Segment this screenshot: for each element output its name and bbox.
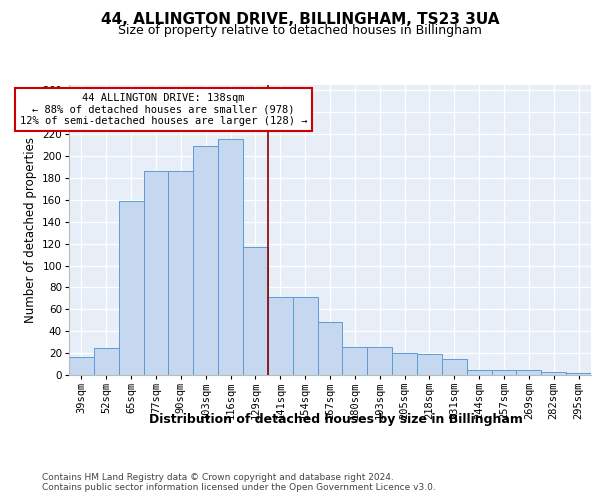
Bar [566,373,591,375]
Bar [343,346,367,375]
Text: Contains public sector information licensed under the Open Government Licence v3: Contains public sector information licen… [42,482,436,492]
Bar [243,247,268,375]
Bar [143,172,169,375]
Bar [119,201,143,375]
Bar [367,346,392,375]
Bar [193,146,218,375]
Text: 44 ALLINGTON DRIVE: 138sqm
← 88% of detached houses are smaller (978)
12% of sem: 44 ALLINGTON DRIVE: 138sqm ← 88% of deta… [20,92,307,126]
Bar [317,322,343,375]
Bar [442,358,467,375]
Bar [69,358,94,375]
Bar [293,298,317,375]
Bar [541,372,566,375]
Y-axis label: Number of detached properties: Number of detached properties [24,137,37,323]
Text: Contains HM Land Registry data © Crown copyright and database right 2024.: Contains HM Land Registry data © Crown c… [42,472,394,482]
Bar [268,298,293,375]
Bar [218,138,243,375]
Bar [392,353,417,375]
Text: Size of property relative to detached houses in Billingham: Size of property relative to detached ho… [118,24,482,37]
Bar [517,370,541,375]
Text: 44, ALLINGTON DRIVE, BILLINGHAM, TS23 3UA: 44, ALLINGTON DRIVE, BILLINGHAM, TS23 3U… [101,12,499,28]
Text: Distribution of detached houses by size in Billingham: Distribution of detached houses by size … [149,412,523,426]
Bar [467,370,491,375]
Bar [94,348,119,375]
Bar [417,354,442,375]
Bar [491,370,517,375]
Bar [169,172,193,375]
